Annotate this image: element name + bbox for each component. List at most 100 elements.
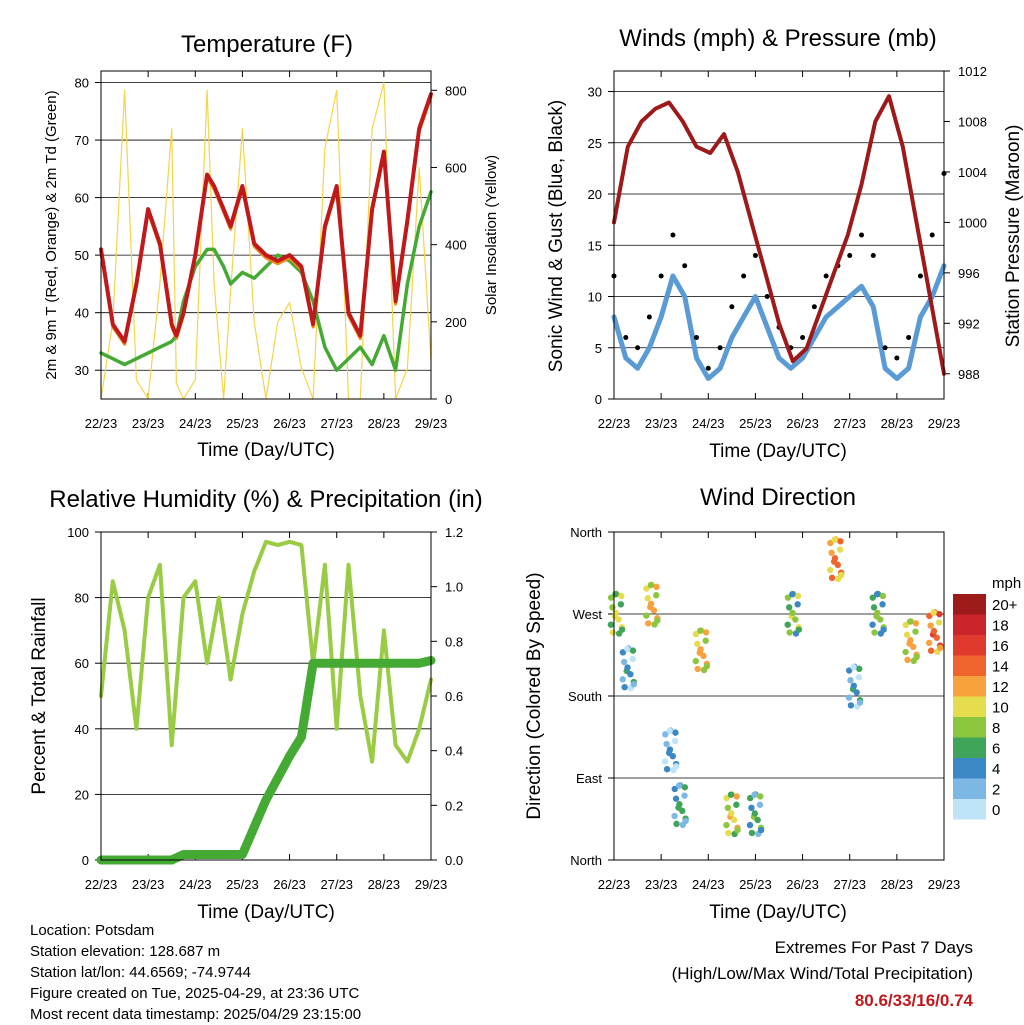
extremes-subheading: (High/Low/Max Wind/Total Precipitation): [671, 964, 973, 983]
x-tick-label: 26/23: [273, 416, 306, 431]
direction-point: [751, 791, 758, 798]
direction-point: [870, 604, 878, 611]
direction-plot-area: North East South West North 22/23 23/23 24/23 25…: [568, 525, 960, 892]
y-tick-label: 40: [75, 306, 89, 321]
direction-point: [907, 637, 914, 644]
direction-point: [609, 604, 616, 611]
direction-point: [748, 829, 756, 837]
gust-point: [906, 335, 912, 340]
x-tick-label: 25/23: [739, 416, 772, 431]
direction-point: [794, 592, 802, 600]
direction-point: [619, 676, 626, 683]
direction-point: [619, 649, 627, 656]
gust-point: [929, 232, 935, 238]
humidity-y-label: Percent & Total Rainfall: [29, 597, 50, 794]
direction-point: [828, 549, 835, 556]
temp-2m-series: [99, 92, 433, 344]
direction-x-label: Time (Day/UTC): [709, 902, 847, 923]
y-tick-label: 15: [588, 238, 602, 253]
y-tick-label: 30: [588, 85, 602, 100]
gust-point: [717, 345, 723, 351]
direction-point: [935, 619, 943, 626]
direction-point: [666, 746, 674, 753]
direction-point: [930, 609, 937, 616]
direction-frame: [613, 531, 945, 861]
legend-swatch: [953, 635, 986, 656]
direction-point: [676, 801, 683, 808]
direction-point: [615, 616, 622, 623]
x-tick-label: 22/23: [598, 877, 631, 892]
direction-point: [902, 621, 909, 629]
info-recent: Most recent data timestamp: 2025/04/29 2…: [30, 1006, 362, 1023]
info-location: Location: Potsdam: [30, 922, 155, 939]
direction-panel: Wind Direction NorthEastSouthWestNorth22…: [524, 484, 1021, 923]
pressure-series: [612, 94, 946, 376]
direction-point: [927, 622, 934, 629]
x-tick-label: 25/23: [226, 416, 259, 431]
direction-point: [925, 639, 933, 647]
wind-title: Winds (mph) & Pressure (mb): [619, 25, 936, 52]
direction-point: [902, 648, 909, 656]
y-tick-label: 25: [588, 136, 602, 151]
y-tick-label: 1004: [958, 165, 987, 180]
wind-x-label: Time (Day/UTC): [709, 441, 847, 462]
direction-point: [904, 656, 911, 664]
gust-point: [752, 253, 758, 258]
legend-label: 10: [992, 700, 1009, 717]
x-tick-label: 29/23: [415, 416, 448, 431]
legend-label: 12: [992, 679, 1009, 696]
y-tick-label: 10: [588, 290, 602, 305]
y-tick-label: 5: [595, 341, 602, 356]
humidity-title: Relative Humidity (%) & Precipitation (i…: [49, 486, 482, 513]
gust-point: [658, 273, 664, 279]
direction-point: [647, 600, 655, 607]
y-tick-label: 100: [67, 525, 89, 540]
x-tick-label: 27/23: [320, 416, 353, 431]
gust-point: [635, 345, 641, 351]
y-tick-label: 70: [75, 133, 89, 148]
direction-point: [618, 626, 626, 633]
direction-point: [653, 583, 660, 591]
y-tick-label: 992: [958, 316, 980, 331]
x-tick-label: 22/23: [598, 416, 631, 431]
x-tick-label: 24/23: [179, 877, 212, 892]
legend-label: 0: [992, 802, 1000, 819]
station-info: Location: Potsdam Station elevation: 128…: [30, 920, 361, 1025]
direction-point: [926, 612, 933, 620]
y-tick-label: 0.8: [445, 634, 463, 649]
direction-point: [697, 627, 704, 634]
direction-point: [617, 601, 625, 608]
direction-point: [847, 677, 854, 684]
y-tick-label: 80: [75, 76, 89, 91]
direction-point: [663, 765, 671, 773]
y-tick-label: 20: [588, 187, 602, 202]
direction-point: [784, 621, 791, 628]
direction-title: Wind Direction: [700, 484, 856, 511]
direction-point: [727, 791, 735, 798]
y-tick-label: 30: [75, 363, 89, 378]
direction-point: [826, 566, 834, 574]
direction-point: [671, 737, 679, 745]
direction-point: [682, 817, 689, 825]
direction-point: [936, 610, 943, 618]
x-tick-label: 28/23: [368, 416, 401, 431]
direction-point: [746, 821, 754, 829]
direction-point: [853, 689, 860, 696]
direction-point: [912, 628, 919, 635]
x-tick-label: 27/23: [320, 877, 353, 892]
x-tick-label: 29/23: [415, 877, 448, 892]
direction-point: [834, 561, 842, 569]
humidity-panel: Relative Humidity (%) & Precipitation (i…: [29, 486, 483, 923]
x-tick-label: 24/23: [179, 416, 212, 431]
x-tick-label: 22/23: [85, 416, 118, 431]
legend-label: 2: [992, 782, 1000, 799]
direction-point: [837, 538, 844, 545]
direction-point: [629, 655, 636, 663]
info-created: Figure created on Tue, 2025-04-29, at 23…: [30, 985, 360, 1002]
direction-point: [630, 681, 637, 688]
direction-point: [669, 752, 677, 760]
legend-label: 18: [992, 618, 1009, 635]
gust-point: [811, 304, 817, 310]
